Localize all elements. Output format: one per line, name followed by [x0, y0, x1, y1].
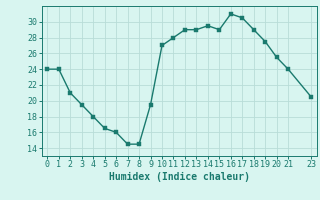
- X-axis label: Humidex (Indice chaleur): Humidex (Indice chaleur): [109, 172, 250, 182]
